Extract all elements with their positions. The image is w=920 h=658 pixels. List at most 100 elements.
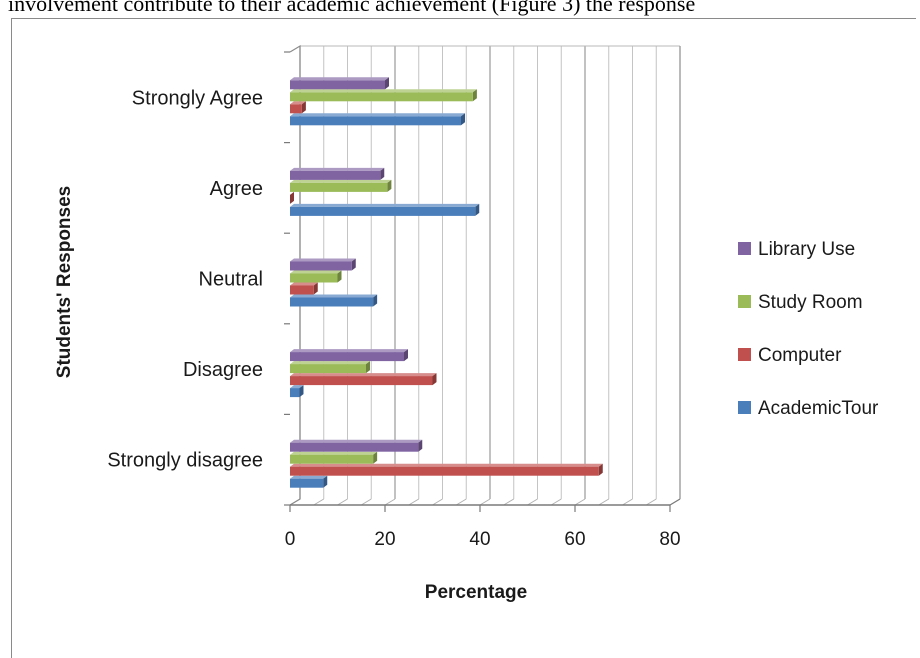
- bar-front-face: [290, 364, 366, 374]
- legend-label: Library Use: [758, 239, 855, 260]
- bar: [290, 294, 378, 307]
- bar-front-face: [290, 80, 385, 90]
- x-axis-title: Percentage: [425, 582, 527, 603]
- floor-gridline: [455, 498, 467, 506]
- bar-top-face: [290, 294, 378, 298]
- bar-front-face: [290, 182, 388, 192]
- x-tick-labels: 0 20 40 60 80: [285, 529, 681, 550]
- bar-front-face: [290, 478, 324, 488]
- bar-front-face: [290, 92, 473, 102]
- category-label: Neutral: [199, 269, 263, 291]
- bar-top-face: [290, 475, 328, 479]
- bar: [290, 451, 378, 464]
- bar-top-face: [290, 349, 408, 353]
- bar: [290, 77, 389, 90]
- y-axis-title: Students' Responses: [54, 186, 75, 378]
- bar-front-face: [290, 376, 433, 386]
- category-label: Strongly Agree: [132, 87, 263, 109]
- bar: [290, 101, 306, 114]
- floor-gridline: [598, 498, 610, 506]
- bar-front-face: [290, 388, 300, 398]
- bar-front-face: [290, 116, 461, 126]
- category-label: Agree: [210, 178, 263, 200]
- legend-item: Library Use: [738, 239, 855, 260]
- bar-top-face: [290, 77, 389, 81]
- bar: [290, 179, 392, 192]
- floor-gridline: [337, 498, 348, 506]
- bar-front-face: [290, 273, 338, 283]
- bar-end-face: [475, 203, 480, 216]
- bar-end-face: [290, 191, 294, 204]
- floor-gridline: [527, 498, 538, 506]
- bar-top-face: [290, 101, 306, 105]
- bar-top-face: [290, 463, 603, 467]
- bar-front-face: [290, 454, 374, 464]
- chart-legend: Library Use Study Room Computer AcademicTou…: [738, 239, 879, 419]
- x-tick-label: 40: [469, 529, 490, 550]
- floor-right-edge: [669, 498, 681, 506]
- legend-swatch: [738, 295, 751, 308]
- bar: [290, 258, 356, 271]
- bar: [290, 463, 603, 476]
- bar-top-face: [290, 203, 480, 207]
- bar: [290, 385, 304, 398]
- floor-gridline: [313, 498, 325, 506]
- bar: [290, 270, 342, 283]
- legend-label: Computer: [758, 345, 842, 366]
- bar-end-face: [337, 270, 342, 283]
- x-tick-label: 80: [659, 529, 680, 550]
- category-label: Disagree: [183, 359, 263, 381]
- legend-label: AcademicTour: [758, 398, 879, 419]
- bar-end-face: [432, 373, 437, 386]
- x-tick-label: 0: [285, 529, 296, 550]
- bar-end-face: [323, 475, 328, 488]
- bar-end-face: [301, 101, 306, 114]
- bar-top-face: [290, 385, 304, 389]
- bar: [290, 282, 318, 295]
- bar-end-face: [373, 294, 378, 307]
- bar-front-face: [290, 297, 374, 307]
- bar-end-face: [299, 385, 304, 398]
- floor-gridline: [408, 498, 420, 506]
- legend-swatch: [738, 348, 751, 361]
- bar: [290, 373, 437, 386]
- figure-frame: [11, 18, 916, 658]
- bar: [290, 89, 477, 102]
- x-tick-label: 60: [564, 529, 585, 550]
- floor-gridline: [645, 498, 657, 506]
- chart-bars: [290, 77, 603, 488]
- bar-top-face: [290, 89, 477, 93]
- bar-front-face: [290, 442, 419, 452]
- bar-top-face: [290, 373, 437, 377]
- bar-top-face: [290, 167, 385, 171]
- bar-end-face: [313, 282, 318, 295]
- x-tick-label: 20: [374, 529, 395, 550]
- bar-front-face: [290, 285, 314, 295]
- bar-end-face: [385, 77, 389, 90]
- bar-front-face: [290, 352, 404, 362]
- bar-top-face: [290, 361, 370, 365]
- bar-end-face: [351, 258, 356, 271]
- bar: [290, 167, 385, 180]
- bar: [290, 349, 408, 362]
- bar-front-face: [290, 104, 302, 114]
- bar-top-face: [290, 451, 378, 455]
- bar-end-face: [366, 361, 370, 374]
- bar-end-face: [373, 451, 378, 464]
- figure-caption: involvement contribute to their academic…: [8, 0, 696, 16]
- bar-end-face: [380, 167, 385, 180]
- bar-end-face: [598, 463, 603, 476]
- bar: [290, 475, 328, 488]
- legend-item: AcademicTour: [738, 398, 879, 419]
- legend-item: Study Room: [738, 292, 863, 313]
- bar-end-face: [418, 439, 423, 452]
- bar-front-face: [290, 170, 381, 180]
- floor-gridline: [432, 498, 443, 506]
- category-label: Strongly disagree: [107, 450, 263, 472]
- floor-gridline: [384, 498, 396, 506]
- bar: [290, 191, 294, 204]
- bar-end-face: [461, 113, 465, 126]
- bar-front-face: [290, 261, 352, 271]
- bar-top-face: [290, 258, 356, 262]
